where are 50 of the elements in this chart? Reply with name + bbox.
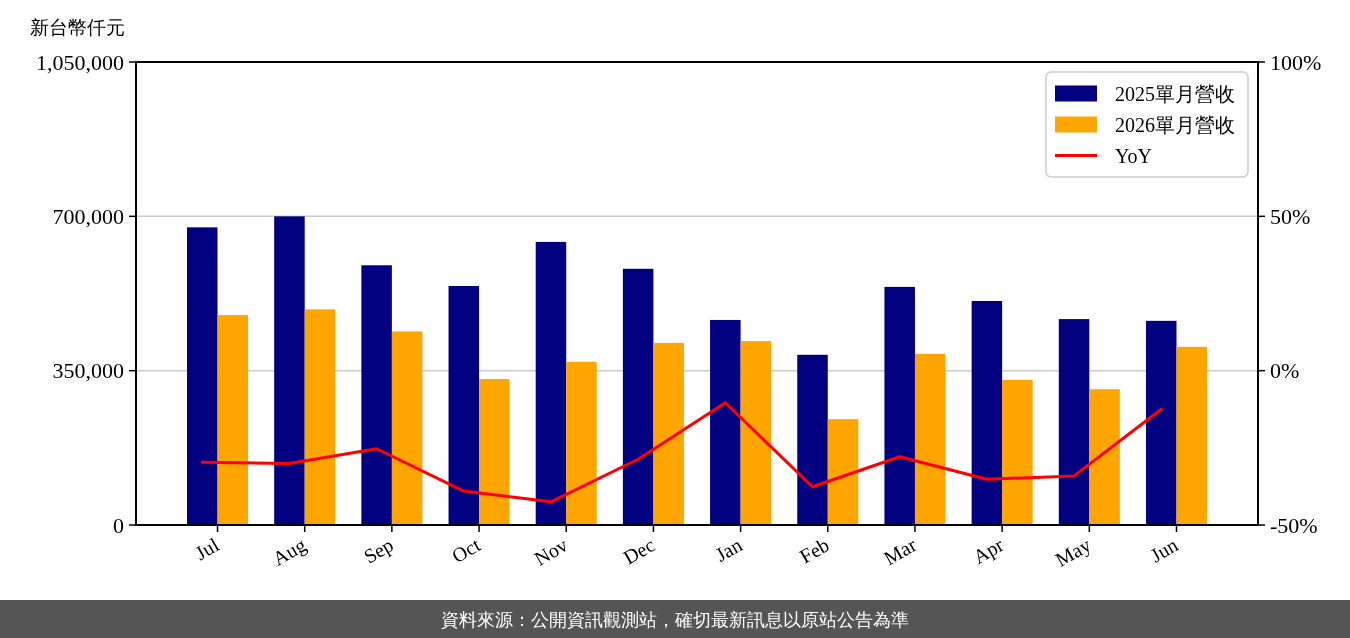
bar	[274, 216, 305, 525]
x-tick-label: Jun	[1146, 533, 1182, 567]
bar	[653, 342, 684, 525]
bar	[1176, 346, 1207, 525]
bar	[1089, 389, 1120, 525]
x-tick-label: Oct	[448, 533, 485, 567]
bar	[566, 361, 597, 525]
bar	[622, 268, 654, 525]
y-tick-label: 0	[113, 512, 124, 538]
x-tick-label: Nov	[530, 533, 572, 570]
bar	[971, 301, 1003, 525]
bar	[827, 419, 859, 525]
bar	[217, 315, 249, 525]
y-tick-label: 1,050,000	[36, 49, 124, 75]
bar	[304, 309, 336, 525]
x-tick-label: Dec	[619, 533, 659, 569]
x-tick-label: Mar	[880, 533, 921, 570]
legend-label: YoY	[1115, 144, 1152, 167]
bar	[361, 265, 392, 525]
bar	[884, 286, 915, 525]
x-tick-label: May	[1051, 533, 1095, 572]
bar	[797, 354, 828, 525]
bar	[535, 241, 567, 525]
bar	[914, 353, 946, 525]
footer: 資料來源：公開資訊觀測站，確切最新訊息以原站公告為準	[0, 600, 1350, 638]
x-tick-label: Jul	[191, 533, 223, 565]
x-tick-label: Feb	[795, 533, 833, 568]
bar	[187, 227, 218, 525]
source-note: 資料來源：公開資訊觀測站，確切最新訊息以原站公告為準	[441, 608, 909, 630]
legend-label: 2025單月營收	[1115, 82, 1235, 105]
bar	[479, 379, 510, 525]
x-tick-label: Jan	[711, 533, 746, 566]
y2-tick-label: -50%	[1270, 512, 1318, 538]
y2-tick-label: 100%	[1270, 49, 1322, 75]
bar	[740, 341, 772, 525]
y-tick-label: 700,000	[52, 203, 124, 229]
bar	[1002, 379, 1033, 525]
y-tick-label: 350,000	[52, 358, 124, 384]
x-tick-label: Aug	[268, 533, 311, 571]
legend-label: 2026單月營收	[1115, 113, 1235, 136]
y2-tick-label: 50%	[1270, 203, 1311, 229]
bar	[448, 286, 480, 525]
y-axis-title: 新台幣仟元	[30, 17, 125, 38]
y2-tick-label: 0%	[1270, 358, 1300, 384]
x-tick-label: Sep	[359, 533, 398, 569]
x-tick-label: Apr	[969, 533, 1008, 569]
bar	[710, 319, 741, 525]
bar	[1058, 319, 1090, 525]
bar	[391, 331, 423, 525]
bar	[1145, 320, 1177, 525]
